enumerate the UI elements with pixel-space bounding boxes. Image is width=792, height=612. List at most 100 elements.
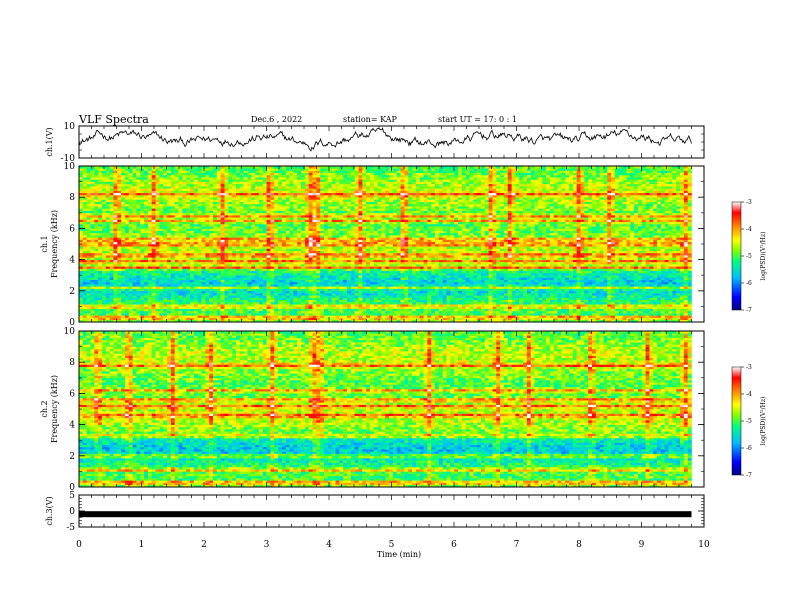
ch1-spectrogram-cell — [110, 262, 114, 265]
ch1-spectrogram-cell — [588, 271, 592, 274]
ch1-spectrogram-cell — [550, 295, 554, 298]
ch1-spectrogram-cell — [221, 315, 225, 318]
ch1-spectrogram-cell — [515, 260, 519, 263]
ch1-spectrogram-cell — [328, 260, 332, 263]
ch1-spectrogram-cell — [355, 318, 359, 321]
ch1-spectrogram-cell — [481, 309, 485, 312]
ch1-spectrogram-cell — [163, 300, 167, 303]
ch1-spectrogram-cell — [290, 255, 294, 258]
ch1-spectrogram-cell — [328, 291, 332, 294]
ch1-spectrogram-cell — [94, 269, 98, 272]
ch1-spectrogram-cell — [416, 315, 420, 318]
ch1-spectrogram-cell — [213, 313, 217, 316]
ch1-spectrogram-cell — [282, 318, 286, 321]
ch1-spectrogram-cell — [274, 300, 278, 303]
ch1-spectrogram-cell — [389, 286, 393, 289]
ch1-spectrogram-cell — [224, 297, 228, 300]
ch1-spectrogram-cell — [538, 300, 542, 303]
ch1-spectrogram-cell — [443, 273, 447, 276]
ch1-spectrogram-cell — [90, 275, 94, 278]
ch1-spectrogram-cell — [657, 260, 661, 263]
ch1-spectrogram-cell — [401, 306, 405, 309]
ch1-spectrogram-cell — [680, 311, 684, 314]
ch1-spectrogram-cell — [358, 273, 362, 276]
ch1-spectrogram-cell — [228, 280, 232, 283]
ch1-spectrogram-cell — [385, 286, 389, 289]
ch1-spectrogram-cell — [642, 302, 646, 305]
ch1-spectrogram-cell — [404, 273, 408, 276]
ch1-spectrogram-cell — [615, 297, 619, 300]
ch1-spectrogram-cell — [481, 302, 485, 305]
ch1-spectrogram-cell — [592, 311, 596, 314]
ch1-spectrogram-cell — [125, 291, 129, 294]
ch1-spectrogram-cell — [393, 271, 397, 274]
ch1-spectrogram-cell — [339, 271, 343, 274]
ch1-spectrogram-cell — [247, 264, 251, 267]
ch1-spectrogram-cell — [523, 293, 527, 296]
ch1-spectrogram-cell — [255, 286, 259, 289]
ch1-spectrogram-cell — [439, 275, 443, 278]
ch1-spectrogram-cell — [688, 284, 692, 287]
ch1-spectrogram-cell — [542, 313, 546, 316]
ch1-spectrogram-cell — [596, 264, 600, 267]
ch1-spectrogram-cell — [129, 255, 133, 258]
ch1-spectrogram-cell — [611, 304, 615, 307]
ch1-spectrogram-cell — [79, 311, 83, 314]
ch1-spectrogram-cell — [343, 280, 347, 283]
ch1-spectrogram-cell — [236, 304, 240, 307]
ch1-spectrogram-cell — [144, 315, 148, 318]
ch1-spectrogram-cell — [477, 302, 481, 305]
ch1-spectrogram-cell — [515, 273, 519, 276]
ch1-spectrogram-cell — [125, 273, 129, 276]
ch1-spectrogram-cell — [106, 291, 110, 294]
ch1-spectrogram-cell — [473, 313, 477, 316]
ch1-spectrogram-cell — [244, 284, 248, 287]
ch1-spectrogram-cell — [87, 311, 91, 314]
ch1-spectrogram-cell — [458, 311, 462, 314]
ch1-spectrogram-cell — [313, 297, 317, 300]
ch1-spectrogram-cell — [454, 309, 458, 312]
ch1-spectrogram-cell — [634, 293, 638, 296]
ch1-spectrogram-cell — [385, 306, 389, 309]
ch1-spectrogram-cell — [140, 277, 144, 280]
ch1-spectrogram-cell — [205, 291, 209, 294]
ch1-spectrogram-cell — [649, 286, 653, 289]
ch1-spectrogram-cell — [512, 271, 516, 274]
ch1-spectrogram-cell — [209, 280, 213, 283]
ch1-spectrogram-cell — [558, 309, 562, 312]
ch1-spectrogram-cell — [646, 266, 650, 269]
ch1-spectrogram-cell — [106, 260, 110, 263]
ch1-spectrogram-cell — [159, 309, 163, 312]
ch1-spectrogram-cell — [240, 313, 244, 316]
ch1-spectrogram-cell — [370, 282, 374, 285]
ch1-spectrogram-cell — [328, 300, 332, 303]
ch1-spectrogram-cell — [515, 289, 519, 292]
ch1-spectrogram-cell — [290, 289, 294, 292]
ch1-spectrogram-cell — [492, 280, 496, 283]
ch1-spectrogram-cell — [286, 255, 290, 258]
ch1-spectrogram-cell — [362, 311, 366, 314]
ch1-spectrogram-cell — [611, 264, 615, 267]
ch1-spectrogram-cell — [431, 264, 435, 267]
ch1-spectrogram-cell — [615, 271, 619, 274]
ch1-spectrogram-cell — [684, 257, 688, 260]
ch1-spectrogram-cell — [672, 255, 676, 258]
ch1-spectrogram-cell — [515, 293, 519, 296]
ch1-spectrogram-cell — [477, 304, 481, 307]
ch1-spectrogram-cell — [194, 297, 198, 300]
ch1-spectrogram-cell — [240, 304, 244, 307]
ch1-spectrogram-cell — [508, 300, 512, 303]
ch1-spectrogram-cell — [381, 306, 385, 309]
ch1-spectrogram-cell — [550, 275, 554, 278]
ch1-spectrogram-cell — [535, 297, 539, 300]
ch1-spectrogram-cell — [136, 315, 140, 318]
ch1-spectrogram-cell — [508, 286, 512, 289]
ch1-spectrogram-cell — [374, 284, 378, 287]
ch1-spectrogram-cell — [378, 297, 382, 300]
ch1-spectrogram-cell — [316, 302, 320, 305]
ch1-spectrogram-cell — [313, 286, 317, 289]
ch1-spectrogram-cell — [247, 302, 251, 305]
ch1-spectrogram-cell — [542, 302, 546, 305]
ch1-spectrogram-cell — [550, 266, 554, 269]
ch1-spectrogram-cell — [179, 291, 183, 294]
